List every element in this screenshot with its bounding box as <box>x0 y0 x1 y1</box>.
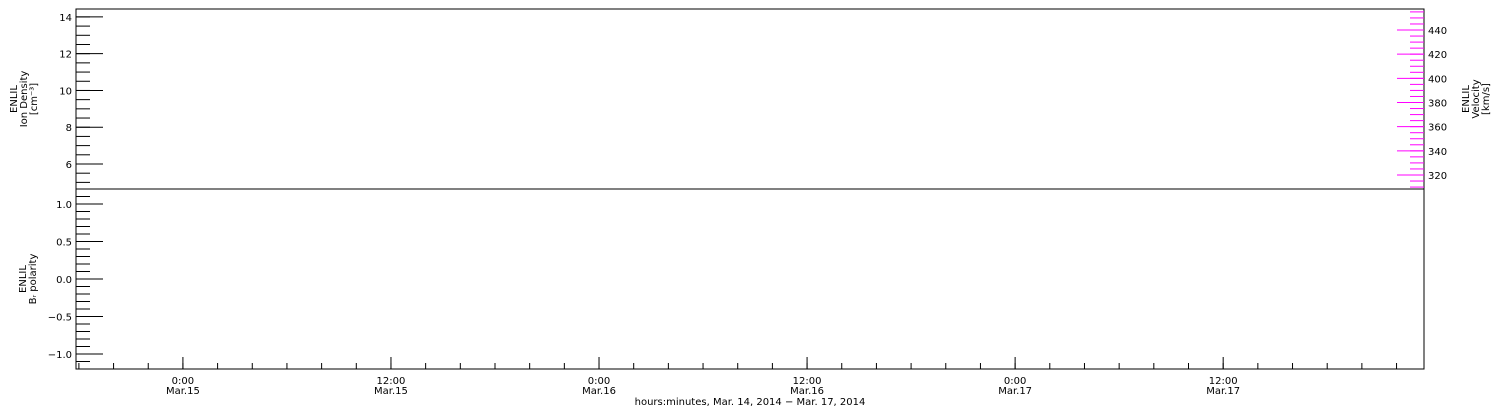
panel-frame <box>75 188 1425 370</box>
x-tick-label-time: 12:00 <box>1209 376 1238 387</box>
time-axis: 0:00Mar.1512:00Mar.150:00Mar.1612:00Mar.… <box>78 357 1398 397</box>
x-tick-label-date: Mar.16 <box>790 386 824 397</box>
x-tick-label-time: 12:00 <box>793 376 822 387</box>
y-axis-label-line: Bᵣ polarity <box>28 254 39 305</box>
y-tick-label: −0.5 <box>48 313 72 324</box>
x-tick-label-date: Mar.17 <box>998 386 1032 397</box>
x-tick-label-date: Mar.15 <box>374 386 408 397</box>
x-tick-label-time: 0:00 <box>172 376 194 387</box>
right-y-axis-label-line: Velocity <box>1471 79 1482 118</box>
y-tick-label: 0.5 <box>56 238 72 249</box>
right-y-tick-label: 360 <box>1428 123 1447 134</box>
y-tick-label: 8 <box>66 123 72 134</box>
right-y-tick-label: 440 <box>1428 26 1447 37</box>
x-tick-label-time: 0:00 <box>588 376 610 387</box>
right-y-axis-label: ENLIL Velocity [km/s] <box>1461 79 1492 118</box>
right-y-axis-label-line: [km/s] <box>1481 83 1492 115</box>
right-y-tick-label: 400 <box>1428 74 1447 85</box>
y-axis-label-line: Ion Density <box>19 71 30 128</box>
panel-frame <box>75 8 1425 190</box>
y-axis-label: ENLIL Bᵣ polarity <box>18 254 39 305</box>
y-tick-label: 0.0 <box>56 275 72 286</box>
y-axis-label-line: ENLIL <box>9 85 20 113</box>
x-tick-label-date: Mar.15 <box>166 386 200 397</box>
y-tick-label: 14 <box>59 13 72 24</box>
right-y-axis-label-line: ENLIL <box>1461 85 1472 113</box>
y-tick-label: −1.0 <box>48 350 72 361</box>
y-tick-label: 12 <box>59 50 72 61</box>
right-y-tick-label: 320 <box>1428 171 1447 182</box>
br-polarity-panel: −1.0 −0.5 0.0 0.5 1.0 ENLIL Bᵣ polarity <box>18 188 1425 370</box>
x-tick-label-time: 12:00 <box>377 376 406 387</box>
y-axis-label: ENLIL Ion Density [cm⁻³] <box>9 71 40 128</box>
y-axis-label-line: ENLIL <box>18 265 29 293</box>
right-y-tick-label: 420 <box>1428 50 1447 61</box>
x-tick-label-time: 0:00 <box>1004 376 1026 387</box>
y-tick-label: 6 <box>66 160 72 171</box>
y-tick-label: 10 <box>59 86 72 97</box>
right-y-tick-label: 340 <box>1428 147 1447 158</box>
right-y-tick-label: 380 <box>1428 99 1447 110</box>
y-axis-label-line: [cm⁻³] <box>29 83 40 115</box>
x-tick-label-date: Mar.16 <box>582 386 616 397</box>
y-tick-label: 1.0 <box>56 200 72 211</box>
x-tick-label-date: Mar.17 <box>1206 386 1240 397</box>
x-axis-label: hours:minutes, Mar. 14, 2014 − Mar. 17, … <box>635 397 866 408</box>
